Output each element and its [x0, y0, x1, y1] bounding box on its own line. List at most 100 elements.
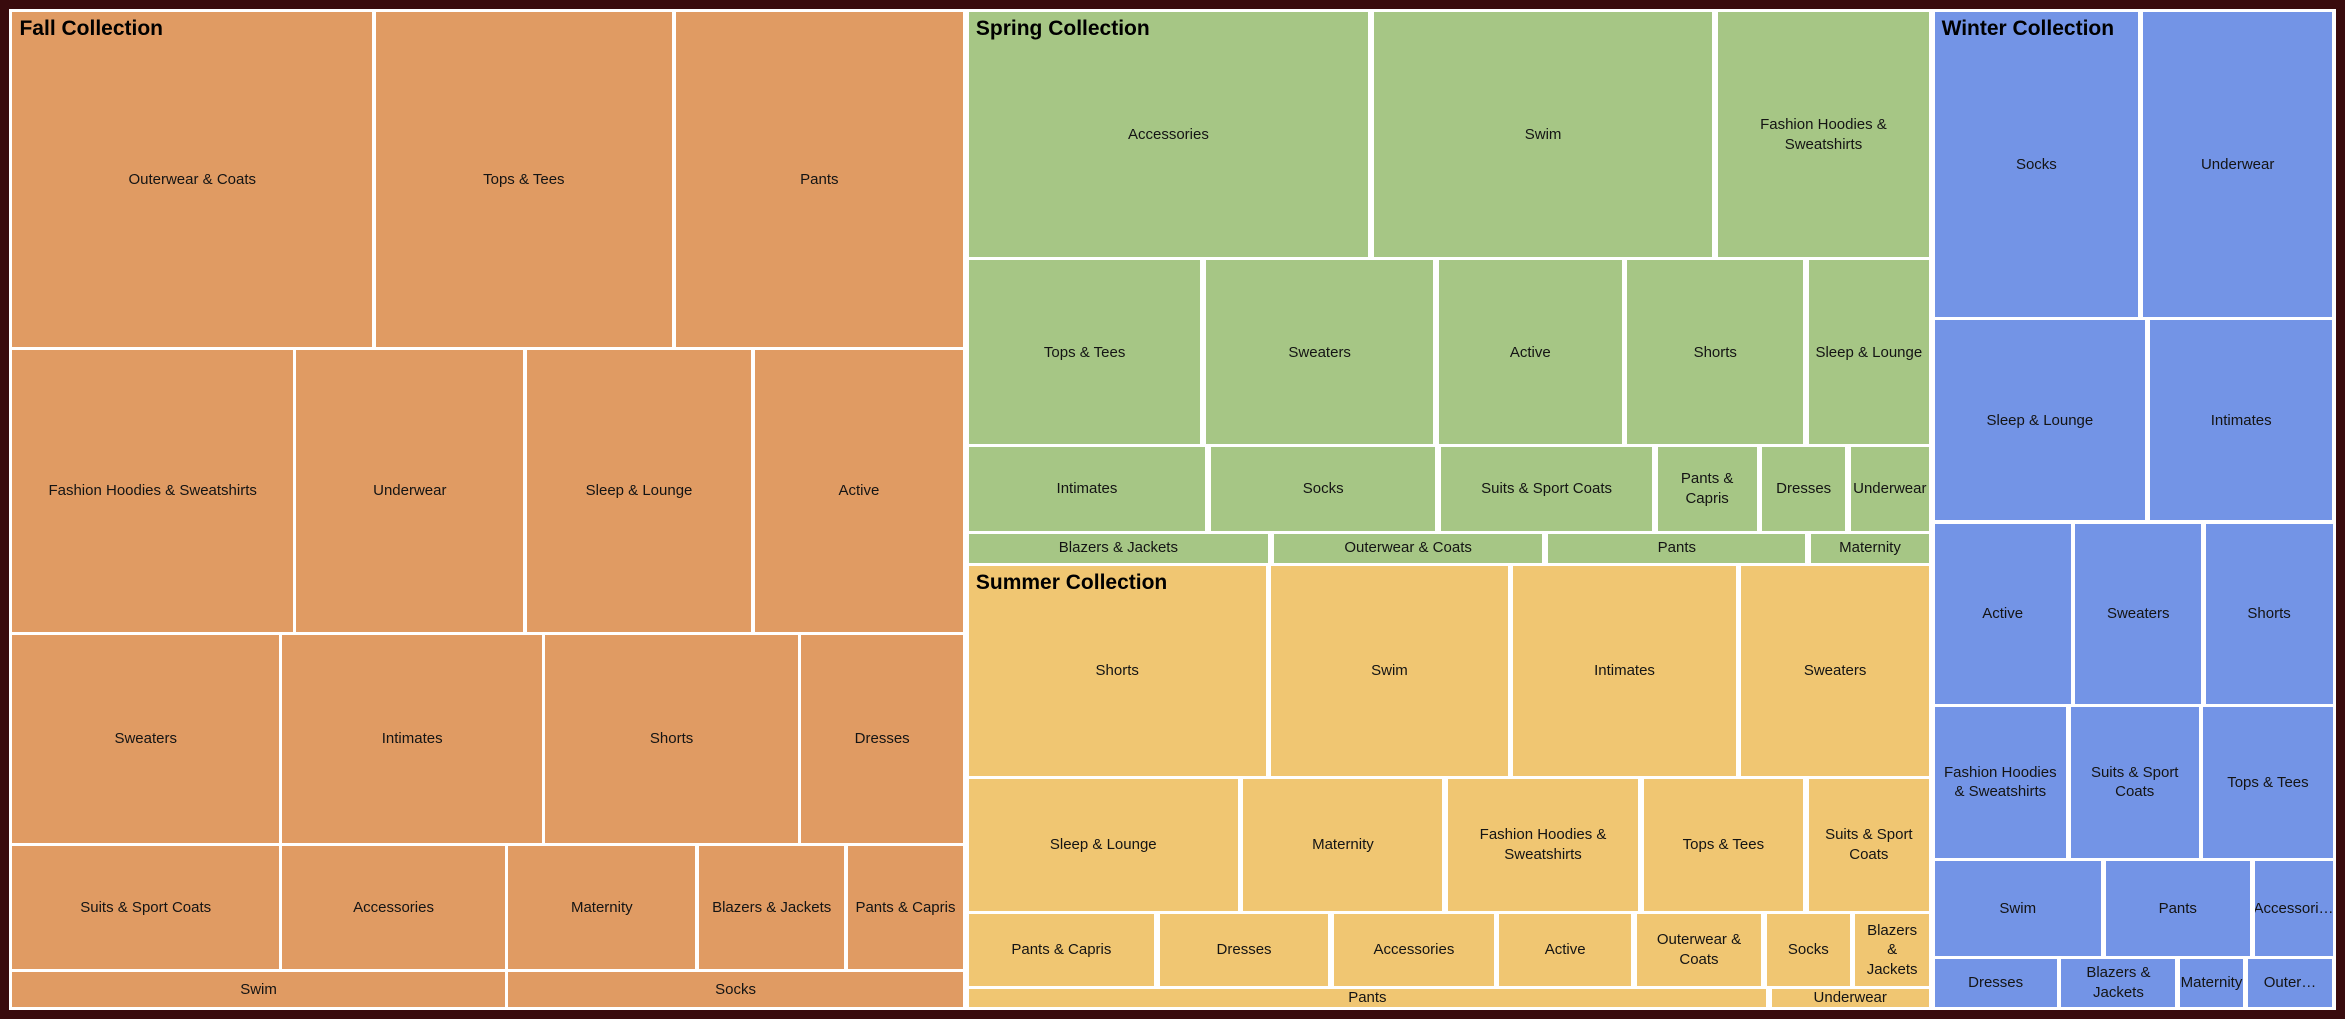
treemap-tile-fall-collection-fashion-hoodies-sweatshirts[interactable]: Fashion Hoodies & Sweatshirts: [12, 350, 293, 632]
treemap-tile-winter-collection-accessori[interactable]: Accessori…: [2254, 860, 2333, 956]
treemap-tile-fall-collection-accessories[interactable]: Accessories: [282, 845, 505, 969]
treemap-tile-winter-collection-dresses[interactable]: Dresses: [1934, 958, 2057, 1007]
treemap-tile-spring-collection-accessories[interactable]: Accessories: [968, 12, 1368, 258]
treemap-tile-fall-collection-shorts[interactable]: Shorts: [545, 634, 798, 843]
tile-label: Outerwear & Coats: [1656, 931, 1742, 968]
treemap-tile-fall-collection-underwear[interactable]: Underwear: [296, 350, 524, 632]
treemap-tile-spring-collection-tops-tees[interactable]: Tops & Tees: [968, 260, 1201, 445]
treemap-tile-spring-collection-swim[interactable]: Swim: [1373, 12, 1713, 258]
tile-label: Underwear: [1853, 480, 1927, 498]
group-title-fall-collection[interactable]: Fall Collection: [19, 17, 163, 40]
treemap-tile-summer-collection-shorts[interactable]: Shorts: [968, 565, 1266, 776]
treemap-tile-winter-collection-shorts[interactable]: Shorts: [2205, 523, 2333, 704]
treemap-tile-summer-collection-outerwear-coats[interactable]: Outerwear & Coats: [1636, 913, 1762, 986]
treemap-tile-fall-collection-outerwear-coats[interactable]: Outerwear & Coats: [12, 12, 372, 348]
tile-label: Maternity: [570, 898, 633, 916]
treemap-tile-summer-collection-dresses[interactable]: Dresses: [1159, 913, 1329, 986]
treemap-tile-fall-collection-dresses[interactable]: Dresses: [801, 634, 964, 843]
group-title-spring-collection[interactable]: Spring Collection: [975, 17, 1150, 40]
treemap-tile-summer-collection-pants-capris[interactable]: Pants & Capris: [968, 913, 1154, 986]
treemap-tile-spring-collection-maternity[interactable]: Maternity: [1811, 533, 1929, 563]
treemap-tile-summer-collection-socks[interactable]: Socks: [1767, 913, 1850, 986]
treemap-tile-winter-collection-outer[interactable]: Outer…: [2247, 958, 2333, 1007]
treemap-tile-winter-collection-tops-tees[interactable]: Tops & Tees: [2203, 706, 2333, 858]
tile-label: Active: [1982, 604, 2024, 622]
treemap-tile-fall-collection-suits-sport-coats[interactable]: Suits & Sport Coats: [12, 845, 279, 969]
treemap-tile-spring-collection-active[interactable]: Active: [1438, 260, 1622, 445]
treemap-chart: Outerwear & Coats Tops & Tees Pants Fashion…: [9, 9, 2336, 1010]
treemap-tile-summer-collection-fashion-hoodies-sweatshirts[interactable]: Fashion Hoodies & Sweatshirts: [1448, 778, 1638, 911]
tile-label: Accessories: [353, 898, 434, 916]
treemap-tile-fall-collection-sleep-lounge[interactable]: Sleep & Lounge: [526, 350, 752, 632]
treemap-tile-summer-collection-accessories[interactable]: Accessories: [1334, 913, 1494, 986]
tile-label: Sweaters: [1803, 661, 1867, 679]
treemap-tile-summer-collection-underwear[interactable]: Underwear: [1771, 988, 1929, 1007]
treemap-tile-spring-collection-fashion-hoodies-sweatshirts[interactable]: Fashion Hoodies & Sweatshirts: [1718, 12, 1929, 258]
tile-label: Active: [1509, 343, 1551, 361]
treemap-tile-spring-collection-pants[interactable]: Pants: [1548, 533, 1806, 563]
treemap-tile-winter-collection-maternity[interactable]: Maternity: [2180, 958, 2243, 1007]
treemap-tile-summer-collection-maternity[interactable]: Maternity: [1243, 778, 1443, 911]
treemap-tile-fall-collection-sweaters[interactable]: Sweaters: [12, 634, 279, 843]
treemap-tile-spring-collection-blazers-jackets[interactable]: Blazers & Jackets: [968, 533, 1268, 563]
treemap-tile-fall-collection-socks[interactable]: Socks: [508, 971, 964, 1007]
tile-label: Socks: [2015, 155, 2057, 173]
treemap-tile-spring-collection-outerwear-coats[interactable]: Outerwear & Coats: [1273, 533, 1543, 563]
treemap-tile-summer-collection-swim[interactable]: Swim: [1271, 565, 1508, 776]
treemap-tile-winter-collection-blazers-jackets[interactable]: Blazers & Jackets: [2061, 958, 2176, 1007]
treemap-tile-winter-collection-socks[interactable]: Socks: [1934, 12, 2139, 318]
group-title-winter-collection[interactable]: Winter Collection: [1941, 17, 2115, 40]
treemap-tile-summer-collection-suits-sport-coats[interactable]: Suits & Sport Coats: [1808, 778, 1929, 911]
tile-label: Blazers & Jackets: [1866, 921, 1918, 978]
treemap-tile-spring-collection-suits-sport-coats[interactable]: Suits & Sport Coats: [1441, 447, 1652, 531]
treemap-tile-spring-collection-shorts[interactable]: Shorts: [1627, 260, 1804, 445]
treemap-tile-summer-collection-tops-tees[interactable]: Tops & Tees: [1643, 778, 1804, 911]
treemap-tile-fall-collection-blazers-jackets[interactable]: Blazers & Jackets: [698, 845, 845, 969]
treemap-tile-spring-collection-underwear[interactable]: Underwear: [1850, 447, 1929, 531]
treemap-tile-fall-collection-intimates[interactable]: Intimates: [282, 634, 542, 843]
treemap-tile-spring-collection-pants-capris[interactable]: Pants & Capris: [1657, 447, 1757, 531]
treemap-tile-spring-collection-intimates[interactable]: Intimates: [968, 447, 1206, 531]
treemap-tile-winter-collection-sleep-lounge[interactable]: Sleep & Lounge: [1934, 320, 2146, 521]
tile-label: Sleep & Lounge: [585, 482, 693, 500]
treemap-tile-summer-collection-active[interactable]: Active: [1499, 913, 1631, 986]
tile-label: Shorts: [649, 729, 694, 747]
treemap-tile-winter-collection-fashion-hoodies-sweatshirts[interactable]: Fashion Hoodies & Sweatshirts: [1934, 706, 2067, 858]
treemap-tile-fall-collection-active[interactable]: Active: [754, 350, 964, 632]
treemap-tile-fall-collection-tops-tees[interactable]: Tops & Tees: [375, 12, 673, 348]
treemap-tile-fall-collection-pants[interactable]: Pants: [675, 12, 964, 348]
tile-label: Maternity: [1312, 836, 1374, 854]
tile-label: Fashion Hoodies & Sweatshirts: [1944, 763, 2057, 801]
treemap-tile-summer-collection-intimates[interactable]: Intimates: [1513, 565, 1736, 776]
treemap-tile-summer-collection-sleep-lounge[interactable]: Sleep & Lounge: [968, 778, 1238, 911]
treemap-tile-winter-collection-active[interactable]: Active: [1934, 523, 2071, 704]
tile-label: Tops & Tees: [483, 170, 565, 188]
treemap-tile-winter-collection-underwear[interactable]: Underwear: [2142, 12, 2333, 318]
treemap-tile-spring-collection-dresses[interactable]: Dresses: [1762, 447, 1845, 531]
tile-label: Accessori…: [2254, 899, 2333, 917]
treemap-tile-fall-collection-swim[interactable]: Swim: [12, 971, 505, 1007]
tile-label: Pants: [2158, 899, 2197, 917]
tile-label: Tops & Tees: [1043, 343, 1126, 361]
tile-label: Shorts: [1693, 343, 1737, 361]
group-title-summer-collection[interactable]: Summer Collection: [975, 570, 1168, 594]
tile-label: Sleep & Lounge: [1986, 411, 2094, 429]
treemap-tile-summer-collection-sweaters[interactable]: Sweaters: [1741, 565, 1929, 776]
treemap-tile-spring-collection-sweaters[interactable]: Sweaters: [1206, 260, 1434, 445]
treemap-tile-fall-collection-maternity[interactable]: Maternity: [508, 845, 696, 969]
tile-label: Maternity: [2180, 974, 2243, 992]
treemap-tile-fall-collection-pants-capris[interactable]: Pants & Capris: [847, 845, 964, 969]
treemap-tile-winter-collection-swim[interactable]: Swim: [1934, 860, 2101, 956]
treemap-tile-spring-collection-sleep-lounge[interactable]: Sleep & Lounge: [1808, 260, 1929, 445]
treemap-tile-summer-collection-pants[interactable]: Pants: [968, 988, 1766, 1007]
treemap-tile-spring-collection-socks[interactable]: Socks: [1210, 447, 1436, 531]
treemap-tile-winter-collection-intimates[interactable]: Intimates: [2149, 320, 2333, 521]
tile-label: Sleep & Lounge: [1815, 343, 1923, 361]
treemap-tile-winter-collection-sweaters[interactable]: Sweaters: [2075, 523, 2202, 704]
treemap-tile-winter-collection-suits-sport-coats[interactable]: Suits & Sport Coats: [2070, 706, 2199, 858]
treemap-tile-summer-collection-blazers-jackets[interactable]: Blazers & Jackets: [1855, 913, 1929, 986]
tile-label: Suits & Sport Coats: [1481, 480, 1612, 498]
treemap-tile-winter-collection-pants[interactable]: Pants: [2105, 860, 2250, 956]
tile-label: Pants: [1657, 539, 1697, 557]
